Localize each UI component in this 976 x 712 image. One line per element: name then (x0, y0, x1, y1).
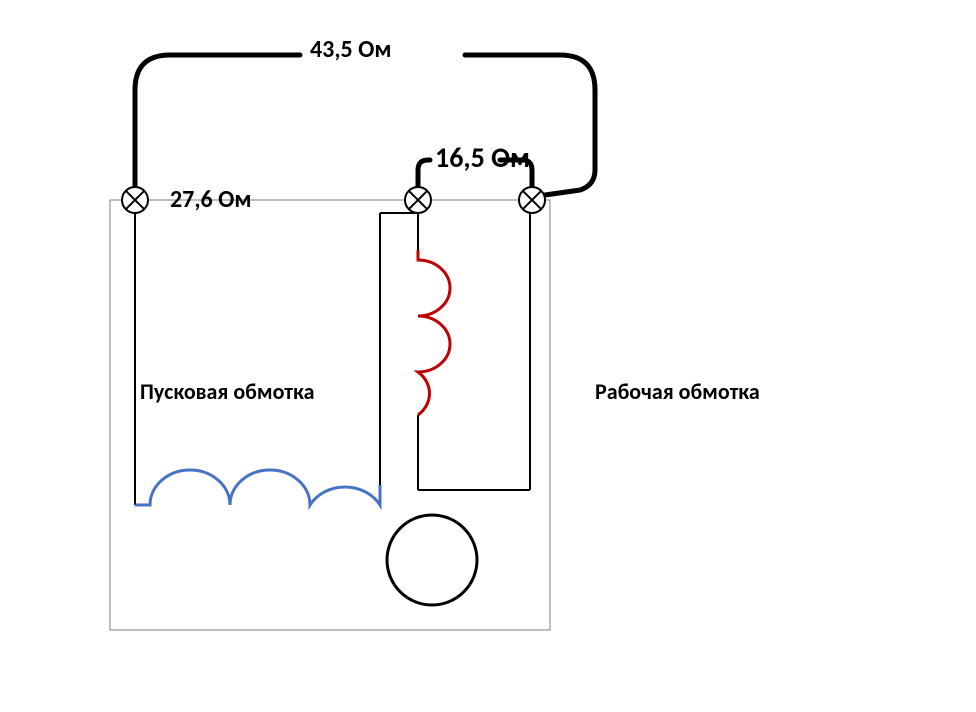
diagram-svg (0, 0, 976, 712)
starting-coil (135, 470, 380, 505)
lead-work-left (418, 160, 430, 187)
label-r-work: 16,5 Ом (435, 140, 530, 175)
diagram-root: 43,5 Ом 27,6 Ом 16,5 Ом Пусковая обмотка… (0, 0, 976, 712)
label-r-total: 43,5 Ом (310, 35, 391, 64)
label-starting-winding: Пусковая обмотка (140, 378, 314, 405)
motor-box (110, 200, 550, 630)
label-working-winding: Рабочая обмотка (595, 378, 760, 405)
terminal-1 (122, 187, 148, 213)
terminal-2 (405, 187, 431, 213)
rotor-icon (387, 515, 477, 605)
lead-total-left (135, 55, 300, 187)
terminal-3 (519, 187, 545, 213)
label-r-start: 27,6 Ом (170, 185, 251, 214)
working-coil (418, 250, 450, 415)
